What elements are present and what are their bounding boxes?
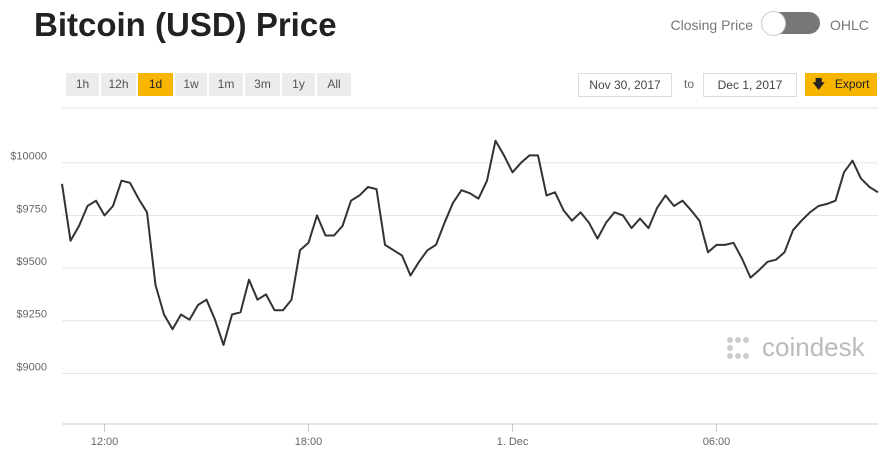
x-tick-label: 1. Dec bbox=[497, 436, 529, 448]
x-tick-label: 18:00 bbox=[295, 436, 323, 448]
range-button[interactable]: 3m bbox=[245, 73, 280, 96]
watermark: coindesk bbox=[762, 332, 866, 362]
toggle-switch[interactable] bbox=[761, 11, 820, 36]
y-tick-label: $9500 bbox=[16, 256, 47, 268]
watermark-icon bbox=[727, 337, 749, 359]
export-label: Export bbox=[834, 77, 870, 91]
range-button[interactable]: 1m bbox=[209, 73, 243, 96]
page-title: Bitcoin (USD) Price bbox=[34, 6, 337, 43]
toggle-label: Closing Price bbox=[670, 17, 753, 33]
range-button[interactable]: 1y bbox=[282, 73, 315, 96]
export-icon: 🡇 bbox=[812, 77, 825, 91]
range-button[interactable]: 12h bbox=[101, 73, 136, 96]
y-tick-label: $9000 bbox=[16, 361, 47, 373]
range-button[interactable]: 1d bbox=[138, 73, 173, 96]
x-tick-label: 12:00 bbox=[91, 436, 119, 448]
x-tick-label: 06:00 bbox=[703, 436, 731, 448]
export-button[interactable]: 🡇 Export bbox=[805, 73, 877, 96]
toggle-label: OHLC bbox=[830, 17, 869, 33]
range-button[interactable]: 1w bbox=[175, 73, 207, 96]
y-tick-label: $9250 bbox=[16, 309, 47, 321]
toggle-knob bbox=[761, 11, 786, 36]
date-input[interactable]: Dec 1, 2017 bbox=[703, 73, 797, 97]
price-line bbox=[61, 139, 879, 346]
range-button[interactable]: All bbox=[317, 73, 351, 96]
y-tick-label: $9750 bbox=[16, 203, 47, 215]
range-button[interactable]: 1h bbox=[66, 73, 99, 96]
date-input[interactable]: Nov 30, 2017 bbox=[578, 73, 672, 97]
y-tick-label: $10000 bbox=[10, 151, 47, 163]
date-separator: to bbox=[684, 77, 695, 91]
